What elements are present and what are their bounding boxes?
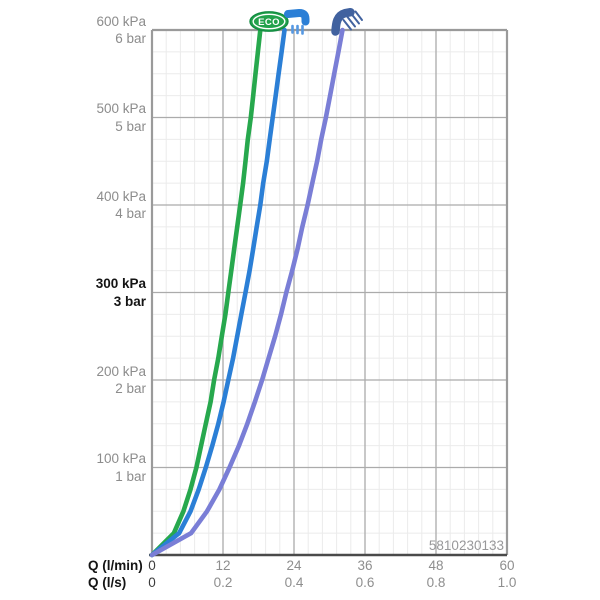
- pressure-label-500: 500 kPa 5 bar: [0, 100, 146, 135]
- eco-badge: ECO: [249, 11, 289, 32]
- shower-icon: [331, 7, 363, 36]
- flow-tick-value: 0.8: [426, 575, 446, 590]
- pressure-bar-text: 6 bar: [115, 31, 146, 46]
- pressure-bar-text: 5 bar: [115, 118, 146, 134]
- shower-spray-lines: [342, 10, 363, 31]
- pressure-kpa-text: 200 kPa: [96, 363, 146, 379]
- flow-tick-value: 0: [148, 558, 156, 573]
- pressure-label-600: 600 kPa 6 bar: [0, 13, 146, 48]
- flow-tick-value: 12: [215, 558, 231, 573]
- flow-tick-value: 1.0: [497, 575, 517, 590]
- flow-tick-value: 0.4: [284, 575, 304, 590]
- pressure-kpa-text: 600 kPa: [96, 13, 146, 29]
- pressure-bar-text: 2 bar: [115, 381, 146, 396]
- pressure-label-400: 400 kPa 4 bar: [0, 188, 146, 223]
- pressure-bar-text: 1 bar: [115, 468, 146, 484]
- pressure-kpa-text: 100 kPa: [96, 451, 146, 466]
- chart-frame: [150, 28, 509, 555]
- flow-tick-value: 60: [499, 558, 515, 573]
- flow-axis-row-label: Q (l/min): [88, 558, 143, 573]
- flow-tick-value: 0.2: [213, 575, 233, 590]
- faucet-icon: [284, 9, 310, 35]
- pressure-bar-text: 4 bar: [115, 206, 146, 221]
- flow-tick-value: 24: [286, 558, 302, 573]
- pressure-kpa-text: 400 kPa: [96, 188, 146, 204]
- eco-curve: [149, 27, 263, 558]
- pressure-kpa-text: 500 kPa: [96, 101, 146, 116]
- faucet-stream-lines: [291, 24, 304, 35]
- flow-tick-value: 36: [357, 558, 373, 573]
- flow-tick-value: 48: [428, 558, 444, 573]
- faucet-curve: [149, 27, 287, 558]
- grid-major: [152, 30, 507, 555]
- flow-axis-row-label: Q (l/s): [88, 575, 127, 590]
- pressure-bar-text: 3 bar: [113, 293, 146, 309]
- pressure-kpa-text: 300 kPa: [95, 276, 146, 291]
- pressure-label-200: 200 kPa 2 bar: [0, 363, 146, 398]
- pressure-label-100: 100 kPa 1 bar: [0, 450, 146, 485]
- shower-curve: [149, 27, 345, 558]
- flow-tick-value: 0.6: [355, 575, 375, 590]
- flow-tick-value: 0: [148, 575, 156, 590]
- pressure-label-300: 300 kPa 3 bar: [0, 275, 146, 310]
- article-number: 5810230133: [428, 538, 504, 553]
- eco-badge-label: ECO: [258, 17, 280, 28]
